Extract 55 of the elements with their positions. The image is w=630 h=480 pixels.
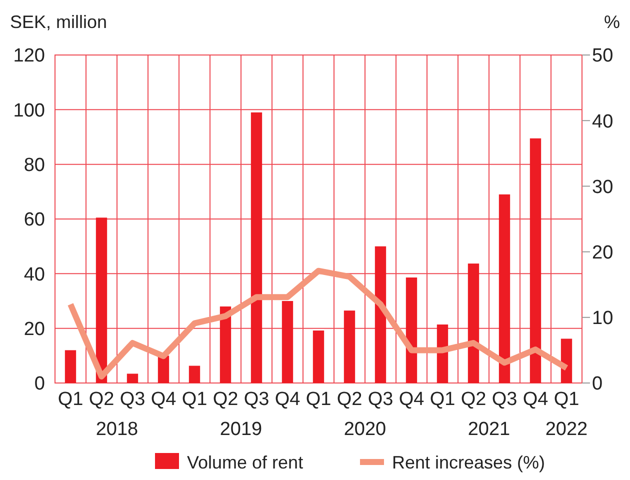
text: 2021 — [468, 419, 510, 440]
bar — [344, 310, 356, 383]
bar — [312, 330, 324, 383]
x-tick-label: Q3 — [368, 389, 394, 410]
y-tick-label: 100 — [13, 100, 45, 122]
bar — [374, 246, 386, 383]
y-tick-label: 40 — [24, 264, 45, 286]
x-tick-label: Q1 — [430, 389, 456, 410]
x-tick-label: Q1 — [306, 389, 332, 410]
x-tick-label: Q3 — [492, 389, 518, 410]
x-tick-label: Q1 — [58, 389, 84, 410]
x-tick-label: Q4 — [150, 389, 177, 410]
y-tick-label: 60 — [24, 210, 45, 231]
bar — [64, 350, 76, 383]
bar — [158, 356, 170, 383]
y2-tick-label: 50 — [592, 46, 614, 67]
bar — [126, 374, 138, 383]
legend-label: Rent increases (%) — [392, 452, 546, 472]
bar — [530, 138, 542, 383]
bar — [250, 112, 262, 383]
legend-label: Volume of rent — [187, 452, 304, 472]
text: 2018 — [96, 419, 138, 440]
x-tick-label: Q2 — [212, 389, 238, 410]
y-tick-label: 20 — [24, 318, 45, 340]
x-tick-label: Q1 — [554, 389, 580, 410]
x-tick-label: Q3 — [244, 389, 270, 410]
x-tick-label: Q3 — [120, 389, 146, 410]
y-tick-label: 120 — [13, 46, 45, 67]
y2-tick-label: 30 — [592, 176, 614, 198]
bar — [188, 366, 200, 383]
y2-axis-title: % — [604, 12, 620, 32]
bar — [96, 218, 108, 383]
bar — [560, 338, 572, 383]
y-axis-title: SEK, million — [10, 12, 108, 32]
y2-tick-label: 10 — [592, 308, 614, 330]
text: 2022 — [545, 419, 588, 440]
y-tick-label: 80 — [24, 154, 45, 176]
y2-tick-label: 20 — [592, 242, 614, 264]
bar — [468, 264, 480, 383]
bar — [406, 277, 418, 383]
x-tick-label: Q4 — [274, 389, 301, 410]
text: 2019 — [220, 419, 262, 440]
x-tick-label: Q2 — [460, 389, 486, 410]
x-tick-label: Q2 — [88, 389, 114, 410]
bar — [282, 301, 294, 383]
text: 2020 — [344, 419, 386, 440]
bar — [220, 306, 232, 383]
x-tick-label: Q2 — [336, 389, 362, 410]
x-tick-label: Q1 — [182, 389, 208, 410]
x-tick-label: Q4 — [398, 389, 425, 410]
bar — [498, 194, 510, 383]
y2-tick-label: 0 — [592, 374, 603, 395]
y2-tick-label: 40 — [592, 111, 614, 132]
x-tick-label: Q4 — [522, 389, 549, 410]
y-tick-label: 0 — [34, 374, 45, 395]
